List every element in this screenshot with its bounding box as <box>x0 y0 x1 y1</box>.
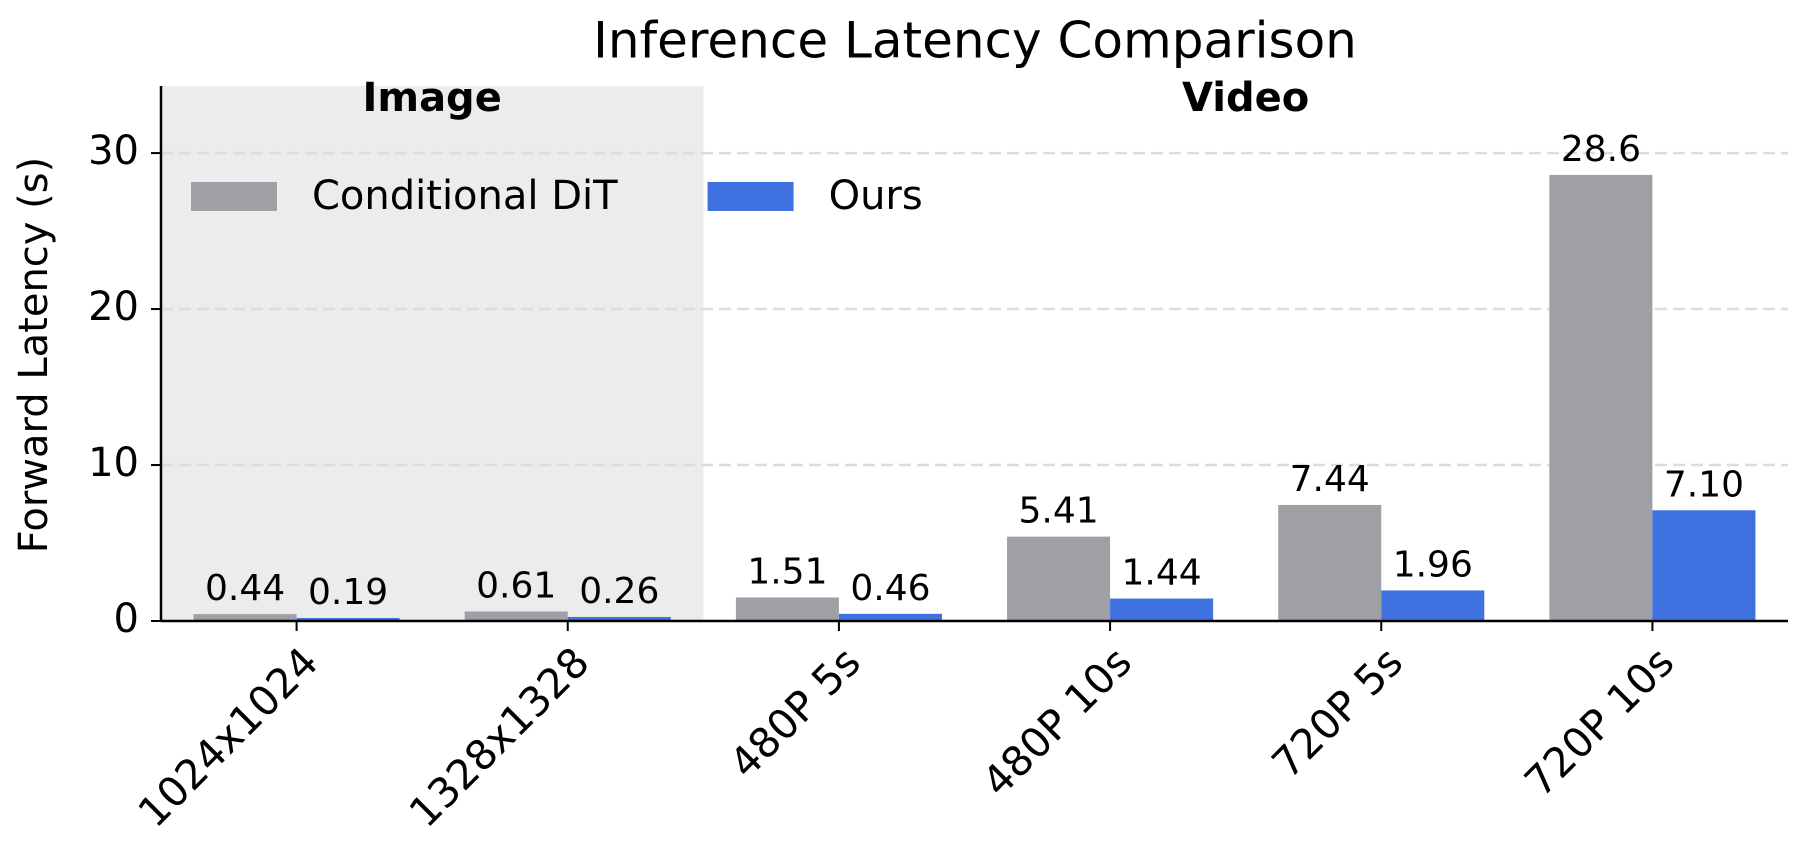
value-label: 7.44 <box>1290 459 1370 500</box>
x-tick-label: 480P 5s <box>720 638 870 788</box>
value-label: 0.19 <box>308 572 388 613</box>
bar <box>1007 536 1111 621</box>
x-tick-label: 720P 5s <box>1263 638 1413 788</box>
value-label: 28.6 <box>1561 129 1641 170</box>
bar <box>1381 590 1485 621</box>
value-label: 0.61 <box>476 565 556 606</box>
legend-label: Conditional DiT <box>312 173 618 219</box>
chart-title: Inference Latency Comparison <box>593 12 1357 70</box>
value-label: 7.10 <box>1664 464 1744 505</box>
bar <box>1278 504 1382 621</box>
y-tick-label: 30 <box>88 128 139 174</box>
group-shade <box>161 86 704 621</box>
bar <box>464 611 568 621</box>
group-label: Video <box>1182 75 1309 121</box>
y-tick-label: 10 <box>88 440 139 486</box>
legend-swatch <box>191 182 277 211</box>
legend-label: Ours <box>829 173 923 219</box>
value-label: 1.44 <box>1122 553 1202 594</box>
y-tick-label: 20 <box>88 284 139 330</box>
x-tick-label: 480P 10s <box>973 638 1141 806</box>
bar <box>1652 510 1756 621</box>
x-tick-label: 1024x1024 <box>129 638 328 837</box>
bar <box>1549 174 1653 621</box>
value-label: 1.51 <box>747 551 827 592</box>
bar <box>1110 598 1214 621</box>
value-label: 0.46 <box>850 568 930 609</box>
bar <box>838 613 942 621</box>
value-label: 1.96 <box>1393 544 1473 585</box>
group-label: Image <box>363 75 502 121</box>
bar <box>735 597 839 621</box>
value-label: 5.41 <box>1018 491 1098 532</box>
value-label: 0.44 <box>205 568 285 609</box>
value-label: 0.26 <box>579 571 659 612</box>
bar <box>193 614 297 621</box>
bar <box>296 618 400 621</box>
y-axis-label: Forward Latency (s) <box>11 157 57 553</box>
x-tick-label: 720P 10s <box>1515 638 1683 806</box>
bar <box>567 616 671 621</box>
legend-swatch <box>707 182 794 211</box>
x-tick-label: 1328x1328 <box>400 638 599 837</box>
y-tick-label: 0 <box>114 596 139 642</box>
